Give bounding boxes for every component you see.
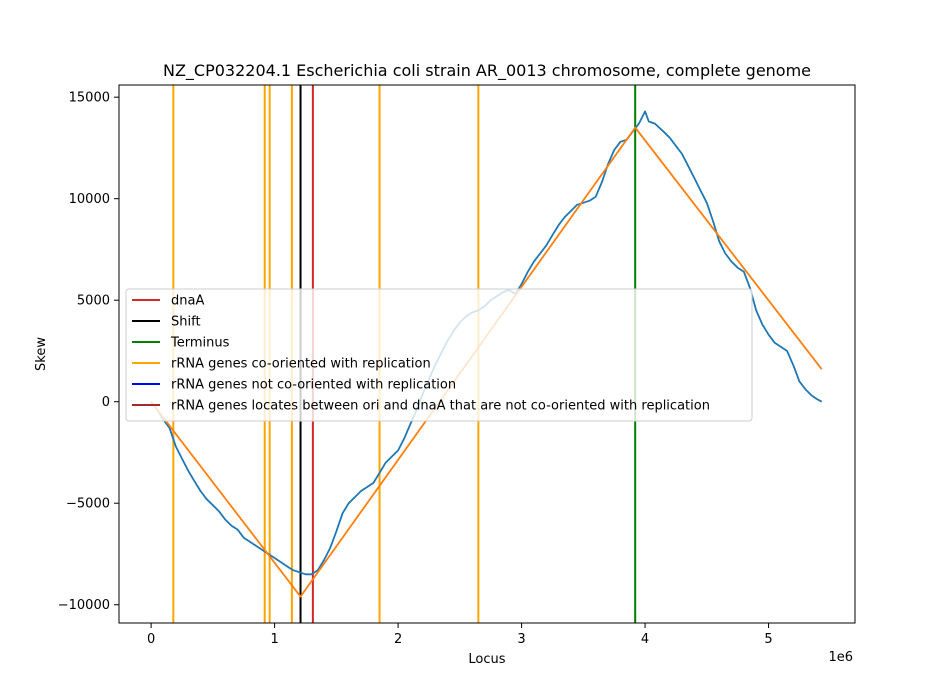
y-tick-label-2: 0 <box>102 395 110 410</box>
x-tick-label-5: 5 <box>764 632 772 647</box>
x-tick-label-4: 4 <box>641 632 649 647</box>
y-tick-label-4: 10000 <box>69 192 110 207</box>
legend: dnaA Shift Terminus rRNA genes co-oriented … <box>125 288 753 422</box>
y-axis: −10000 −5000 0 5000 10000 15000 <box>58 91 119 613</box>
y-axis-label: Skew <box>34 337 49 371</box>
y-tick-label-3: 5000 <box>77 294 110 309</box>
legend-box <box>125 288 753 422</box>
legend-label-1: Shift <box>171 315 201 330</box>
y-tick-label-5: 15000 <box>69 91 110 106</box>
x-tick-label-0: 0 <box>147 632 155 647</box>
plot-frame <box>118 84 856 624</box>
x-tick-label-1: 1 <box>270 632 278 647</box>
x-tick-label-3: 3 <box>517 632 525 647</box>
x-tick-label-2: 2 <box>394 632 402 647</box>
legend-label-0: dnaA <box>171 294 204 309</box>
x-axis-label: Locus <box>468 652 505 667</box>
legend-label-4: rRNA genes not co-oriented with replicat… <box>171 378 456 393</box>
chart-title: NZ_CP032204.1 Escherichia coli strain AR… <box>163 61 811 81</box>
legend-label-2: Terminus <box>170 336 230 351</box>
legend-label-3: rRNA genes co-oriented with replication <box>171 357 431 372</box>
legend-label-5: rRNA genes locates between ori and dnaA … <box>171 399 710 414</box>
y-tick-label-0: −10000 <box>58 598 110 613</box>
x-axis-offset-label: 1e6 <box>828 650 853 665</box>
y-tick-label-1: −5000 <box>66 497 110 512</box>
x-axis: 0 1 2 3 4 5 <box>147 623 773 647</box>
